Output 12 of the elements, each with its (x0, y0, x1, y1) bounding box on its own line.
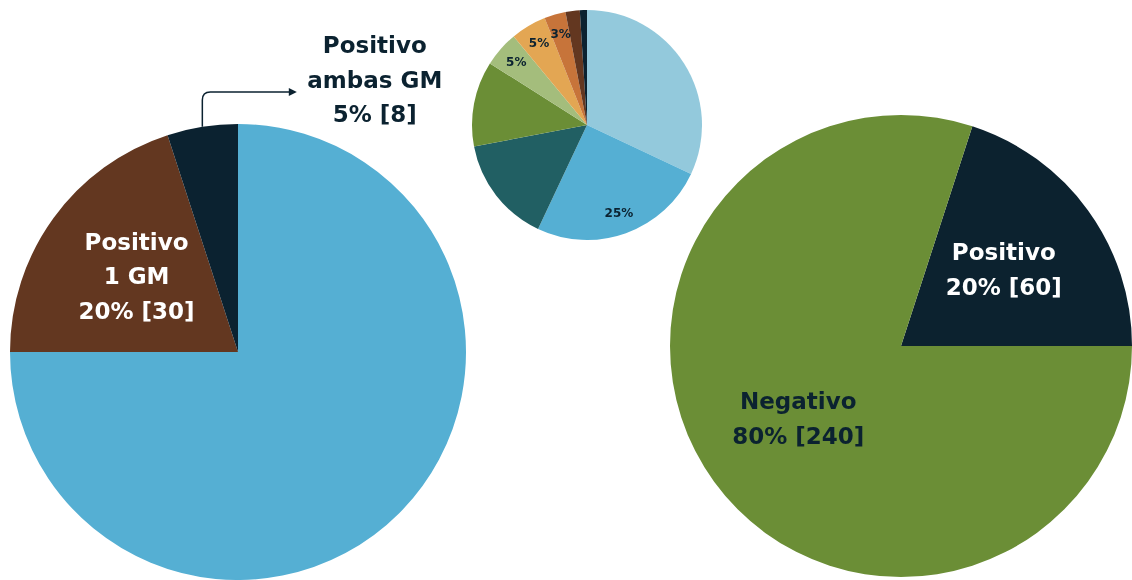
slice-label: Positivo 1 GM (84, 228, 189, 290)
data-label: 20% [30] (78, 297, 195, 324)
slice-label: Negativo (739, 388, 857, 415)
data-label: 5% [8] (332, 101, 417, 128)
data-label: 5% (528, 35, 550, 50)
data-label: 5% (506, 54, 527, 69)
data-label: 25% (604, 205, 634, 220)
data-label: 3% (550, 26, 571, 41)
data-label: 20% [60] (945, 273, 1062, 300)
slice-label: Positivo ambas GM (307, 32, 443, 93)
data-label: 80% [240] (732, 422, 865, 449)
slice-label: Positivo (951, 239, 1056, 266)
